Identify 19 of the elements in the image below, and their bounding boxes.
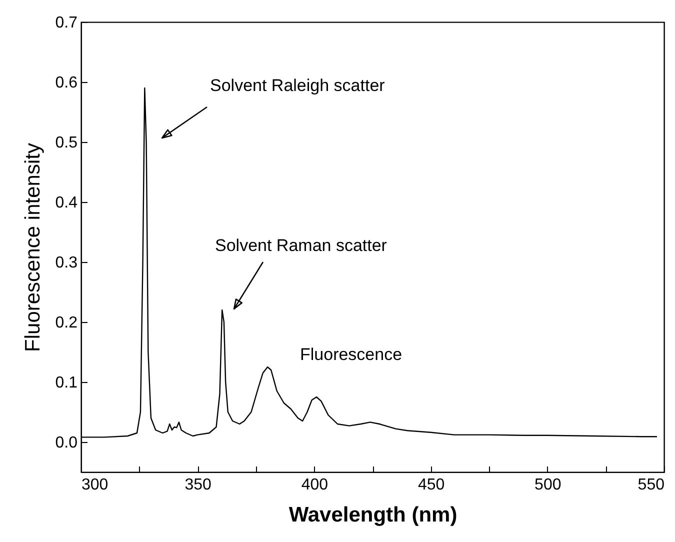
x-tick-label: 350 [184, 476, 212, 494]
x-axis-title: Wavelength (nm) [288, 504, 458, 526]
annotation: Solvent Raman scatter [215, 236, 388, 255]
y-tick-label: 0.1 [55, 374, 78, 392]
y-tick-label: 0.6 [55, 74, 78, 92]
y-tick-label: 0.4 [55, 194, 78, 212]
y-tick-label: 0.5 [55, 134, 78, 152]
x-tick-label: 300 [82, 476, 108, 494]
y-tick-label: 0.3 [55, 254, 78, 272]
x-tick-label: 550 [638, 476, 665, 494]
x-tick-label: 500 [534, 476, 562, 494]
y-tick-label: 0.0 [55, 434, 78, 452]
annotation: Solvent Raleigh scatter [210, 76, 386, 95]
y-tick-label: 0.7 [55, 14, 78, 32]
annotation: Fluorescence [300, 345, 402, 364]
y-axis-title: Fluorescence intensity [21, 142, 44, 352]
y-tick-label: 0.2 [55, 314, 78, 332]
x-tick-label: 450 [418, 476, 445, 494]
x-tick-label: 400 [301, 476, 328, 494]
